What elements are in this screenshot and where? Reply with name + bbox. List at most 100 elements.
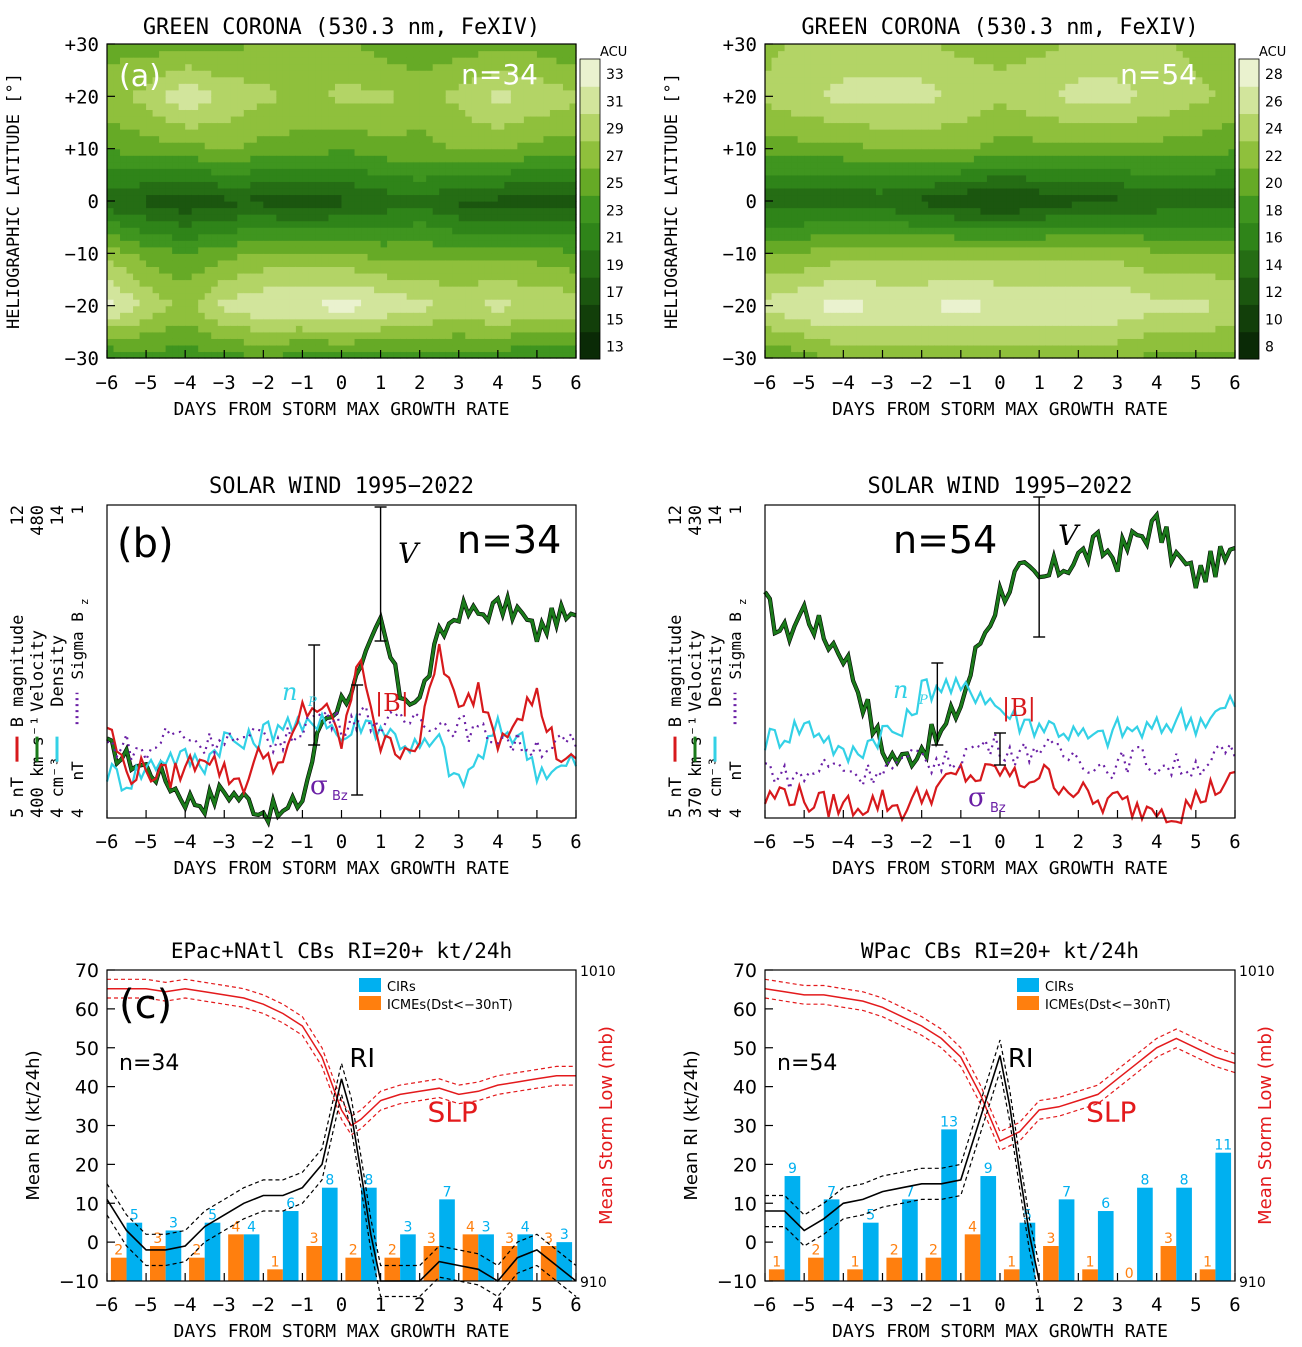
heatmap-cell [413, 115, 421, 124]
heatmap-cell [334, 233, 343, 241]
heatmap-cell [211, 351, 219, 359]
heatmap-cell [419, 89, 427, 97]
heatmap-cell [107, 115, 115, 124]
heatmap-cell [419, 272, 427, 281]
heatmap-cell [237, 155, 245, 163]
heatmap-cell [237, 187, 245, 196]
heatmap-cell [263, 102, 271, 111]
heatmap-cell [478, 279, 486, 287]
heatmap-cell [765, 83, 773, 91]
heatmap-cell [165, 246, 173, 254]
heatmap-cell [465, 181, 473, 189]
heatmap-cell [282, 220, 290, 228]
heatmap-cell [830, 272, 838, 281]
heatmap-cell [902, 266, 910, 274]
heatmap-cell [478, 155, 486, 163]
heatmap-cell [856, 122, 864, 130]
heatmap-cell [374, 135, 382, 143]
colorbar-tick-label: 23 [606, 203, 624, 219]
heatmap-cell [771, 142, 779, 150]
heatmap-cell [543, 50, 551, 58]
heatmap-cell [139, 312, 147, 320]
heatmap-cell [282, 318, 290, 326]
heatmap-cell [765, 194, 773, 202]
heatmap-cell [465, 220, 473, 228]
heatmap-cell [849, 286, 857, 294]
heatmap-cell [361, 174, 369, 182]
heatmap-cell [562, 44, 571, 52]
heatmap-cell [367, 148, 375, 156]
heatmap-cell [269, 246, 277, 254]
heatmap-cell [315, 161, 323, 169]
heatmap-cell [960, 331, 968, 339]
heatmap-cell [354, 135, 362, 143]
heatmap-cell [419, 187, 427, 196]
heatmap-cell [113, 129, 121, 137]
heatmap-cell [954, 83, 962, 91]
heatmap-cell [172, 207, 180, 215]
heatmap-cell [497, 292, 505, 300]
heatmap-cell [869, 220, 877, 228]
heatmap-cell [928, 44, 936, 52]
heatmap-cell [165, 286, 173, 294]
heatmap-cell [889, 220, 897, 228]
heatmap-cell [146, 286, 154, 294]
heatmap-cell [419, 351, 427, 359]
heatmap-cell [543, 194, 551, 202]
colorbar-swatch [580, 331, 600, 360]
heatmap-cell [823, 187, 831, 196]
heatmap-cell [413, 174, 421, 182]
heatmap-cell [354, 168, 362, 176]
heatmap-cell [843, 266, 851, 274]
heatmap-cell [308, 83, 317, 91]
heatmap-cell [895, 253, 903, 261]
heatmap-cell [915, 207, 923, 215]
heatmap-cell [256, 259, 264, 268]
heatmap-cell [328, 44, 336, 52]
heatmap-cell [243, 253, 251, 261]
heatmap-cell [862, 272, 871, 281]
heatmap-cell [243, 50, 251, 58]
heatmap-cell [289, 89, 297, 97]
heatmap-cell [237, 325, 245, 333]
heatmap-cell [491, 109, 499, 117]
heatmap-cell [556, 233, 564, 241]
heatmap-cell [341, 155, 349, 163]
heatmap-cell [191, 299, 199, 307]
heatmap-cell [778, 115, 786, 124]
heatmap-cell [458, 148, 466, 156]
heatmap-cell [224, 312, 232, 320]
heatmap-cell [536, 240, 545, 248]
heatmap-cell [928, 266, 936, 274]
heatmap-cell [146, 155, 154, 163]
heatmap-cell [504, 331, 512, 339]
heatmap-cell [562, 299, 571, 307]
heatmap-cell [152, 207, 160, 215]
heatmap-cell [556, 194, 564, 202]
heatmap-cell [947, 259, 955, 268]
heatmap-cell [810, 344, 818, 353]
heatmap-cell [250, 83, 258, 91]
heatmap-cell [908, 109, 916, 117]
heatmap-cell [374, 83, 382, 91]
heatmap-cell [113, 83, 121, 91]
heatmap-cell [152, 272, 160, 281]
heatmap-cell [204, 194, 212, 202]
heatmap-cell [289, 63, 297, 71]
heatmap-cell [334, 259, 343, 268]
heatmap-cell [387, 115, 395, 124]
heatmap-cell [934, 129, 942, 137]
heatmap-cell [771, 246, 779, 254]
heatmap-cell [843, 129, 851, 137]
heatmap-cell [458, 214, 466, 222]
heatmap-cell [406, 253, 414, 261]
heatmap-cell [406, 246, 414, 254]
heatmap-cell [198, 187, 206, 196]
heatmap-cell [328, 279, 336, 287]
heatmap-cell [289, 181, 297, 189]
heatmap-cell [413, 142, 421, 150]
heatmap-cell [549, 351, 558, 359]
heatmap-cell [882, 155, 890, 163]
heatmap-cell [380, 187, 388, 196]
heatmap-cell [941, 109, 949, 117]
